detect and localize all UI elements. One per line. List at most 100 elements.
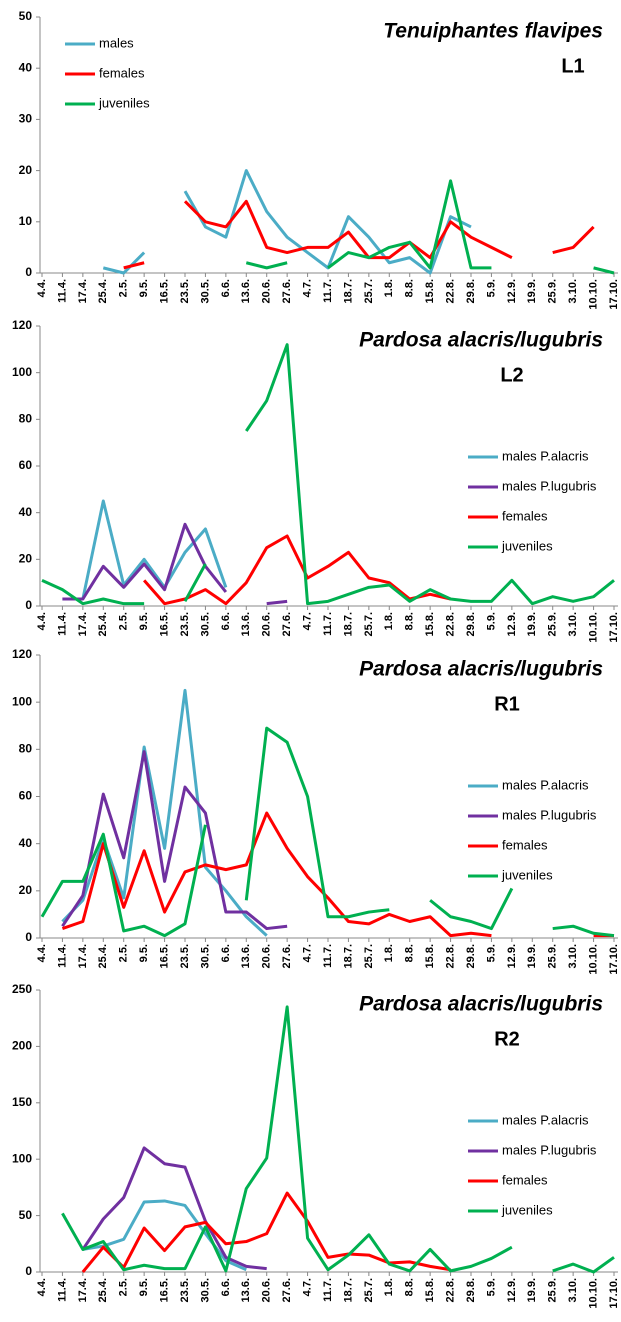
x-tick-label: 16.5. xyxy=(158,612,170,636)
x-tick-label: 16.5. xyxy=(158,1278,170,1302)
x-tick-label: 4.7. xyxy=(301,1278,313,1296)
chart-title: Pardosa alacris/lugubris xyxy=(359,993,603,1016)
series-line xyxy=(61,1005,615,1274)
x-tick-label: 12.9. xyxy=(506,944,518,968)
x-tick-label: 10.10. xyxy=(587,612,599,643)
legend-label: females xyxy=(502,837,548,852)
chart: 0 10 20 30 40 50 4.4. 11.4. 17.4. 25.4. 2.5. 9.5. 16… xyxy=(19,9,620,309)
chart-title: Tenuiphantes flavipes xyxy=(383,20,603,43)
x-tick-label: 25.7. xyxy=(363,612,375,636)
x-tick-label: 23.5. xyxy=(179,612,191,636)
x-tick-label: 23.5. xyxy=(179,1278,191,1302)
x-tick-label: 27.6. xyxy=(281,612,293,636)
x-tick-label: 10.10. xyxy=(587,279,599,310)
y-tick-label: 0 xyxy=(25,598,32,612)
y-tick-label: 0 xyxy=(25,930,32,944)
x-tick-label: 27.6. xyxy=(281,1278,293,1302)
x-tick-label: 6.6. xyxy=(220,944,232,962)
x-tick-label: 17.4. xyxy=(77,1278,89,1302)
legend-label: males P.alacris xyxy=(502,777,589,792)
x-tick-label: 11.7. xyxy=(322,944,334,968)
x-tick-label: 8.8. xyxy=(404,279,416,297)
x-tick-label: 10.10. xyxy=(587,1278,599,1309)
x-tick-label: 8.8. xyxy=(404,612,416,630)
y-tick-label: 80 xyxy=(19,412,33,426)
y-tick-label: 100 xyxy=(12,365,32,379)
series-line xyxy=(41,343,615,606)
x-tick-label: 18.7. xyxy=(342,944,354,968)
x-tick-label: 30.5. xyxy=(199,1278,211,1302)
chart-title: Pardosa alacris/lugubris xyxy=(359,329,603,352)
x-tick-label: 15.8. xyxy=(424,944,436,968)
x-tick-label: 25.9. xyxy=(547,279,559,303)
y-tick-label: 120 xyxy=(12,318,32,332)
y-tick-label: 250 xyxy=(12,982,32,996)
x-tick-label: 11.4. xyxy=(56,944,68,968)
y-tick-label: 20 xyxy=(19,883,33,897)
series-line xyxy=(143,534,451,606)
series-line xyxy=(62,499,228,601)
legend-label: males xyxy=(99,35,134,50)
x-tick-label: 23.5. xyxy=(179,279,191,303)
x-tick-label: 4.4. xyxy=(36,612,48,630)
x-tick-label: 25.9. xyxy=(547,1278,559,1302)
x-tick-label: 2.5. xyxy=(118,612,130,630)
x-tick-label: 3.10. xyxy=(567,944,579,968)
x-tick-label: 20.6. xyxy=(261,1278,273,1302)
series-line xyxy=(82,1199,247,1272)
x-tick-label: 30.5. xyxy=(199,944,211,968)
x-tick-label: 30.5. xyxy=(199,279,211,303)
y-tick-label: 80 xyxy=(19,742,33,756)
y-tick-label: 20 xyxy=(19,163,33,177)
chart: 0 50 100 150 200 250 4.4. 11.4. 17.4. 25.4. 2.5. 9.… xyxy=(12,982,620,1308)
x-tick-label: 3.10. xyxy=(567,1278,579,1302)
x-tick-label: 17.10. xyxy=(608,1278,620,1309)
series-line xyxy=(40,726,615,938)
y-tick-label: 10 xyxy=(19,214,33,228)
x-tick-label: 25.4. xyxy=(97,944,109,968)
x-tick-label: 5.9. xyxy=(485,944,497,962)
y-tick-label: 150 xyxy=(12,1095,32,1109)
y-tick-label: 30 xyxy=(19,112,33,126)
x-tick-label: 1.8. xyxy=(383,279,395,297)
x-tick-label: 19.9. xyxy=(526,1278,538,1302)
chart-subtitle: L2 xyxy=(500,364,523,386)
x-tick-label: 6.6. xyxy=(220,1278,232,1296)
x-tick-label: 17.10. xyxy=(608,944,620,975)
legend-label: juveniles xyxy=(501,1202,553,1217)
legend-label: males P.lugubris xyxy=(502,478,597,493)
x-tick-label: 17.4. xyxy=(77,612,89,636)
x-tick-label: 13.6. xyxy=(240,612,252,636)
legend-label: females xyxy=(99,65,145,80)
x-tick-label: 19.9. xyxy=(526,944,538,968)
x-tick-label: 25.9. xyxy=(547,944,559,968)
x-tick-label: 25.7. xyxy=(363,944,375,968)
x-tick-label: 19.9. xyxy=(526,612,538,636)
y-tick-label: 20 xyxy=(19,552,33,566)
y-tick-label: 60 xyxy=(19,789,33,803)
x-tick-label: 6.6. xyxy=(220,279,232,297)
x-tick-label: 15.8. xyxy=(424,1278,436,1302)
series-line xyxy=(81,1191,451,1273)
series-line xyxy=(245,179,615,275)
x-tick-label: 11.4. xyxy=(56,612,68,636)
x-tick-label: 9.5. xyxy=(138,944,150,962)
x-tick-label: 13.6. xyxy=(240,279,252,303)
y-tick-label: 40 xyxy=(19,836,33,850)
x-tick-label: 29.8. xyxy=(465,279,477,303)
y-tick-label: 50 xyxy=(19,9,33,23)
y-tick-label: 60 xyxy=(19,458,33,472)
x-tick-label: 20.6. xyxy=(261,612,273,636)
legend-label: males P.lugubris xyxy=(502,807,597,822)
x-tick-label: 12.9. xyxy=(506,1278,518,1302)
chart: 0 20 40 60 80 100 120 4.4. 11.4. 17.4. 25.4. 2.5. 9.… xyxy=(12,318,620,642)
x-tick-label: 15.8. xyxy=(424,612,436,636)
x-tick-label: 17.10. xyxy=(608,612,620,643)
x-tick-label: 15.8. xyxy=(424,279,436,303)
x-tick-label: 29.8. xyxy=(465,612,477,636)
x-tick-label: 25.7. xyxy=(363,279,375,303)
x-tick-label: 25.4. xyxy=(97,279,109,303)
y-tick-label: 0 xyxy=(25,1264,32,1278)
x-tick-label: 11.4. xyxy=(56,279,68,303)
x-tick-label: 25.9. xyxy=(547,612,559,636)
